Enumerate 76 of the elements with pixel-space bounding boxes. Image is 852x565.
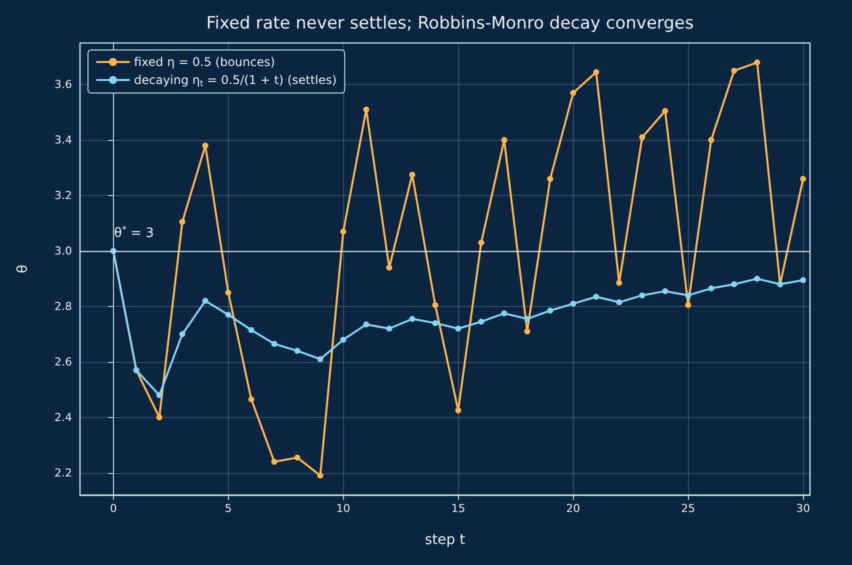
x-tick-label: 5 (224, 502, 232, 515)
x-tick-label: 30 (796, 502, 810, 515)
point (225, 290, 232, 296)
y-tick-label: 3.2 (54, 189, 72, 202)
point (363, 106, 370, 113)
legend-label: fixed η = 0.5 (bounces) (134, 55, 276, 69)
x-tick-label: 20 (566, 502, 580, 515)
point (708, 285, 714, 292)
point (708, 137, 714, 144)
y-tick-label: 2.2 (54, 466, 72, 480)
point (363, 321, 370, 328)
point (501, 137, 508, 144)
point (524, 328, 530, 334)
y-tick-label: 3.4 (54, 134, 72, 147)
point (731, 68, 738, 74)
chart-title: Fixed rate never settles; Robbins-Monro decay converges (206, 14, 694, 34)
point (662, 108, 668, 114)
point (340, 228, 346, 235)
point (501, 310, 508, 316)
y-tick-label: 2.4 (54, 410, 72, 424)
point (754, 276, 760, 282)
y-axis-title: θ (15, 264, 31, 274)
point (524, 316, 530, 322)
point (202, 142, 208, 149)
point (317, 472, 324, 479)
y-tick-label: 2.8 (54, 300, 72, 313)
x-tick-label: 15 (451, 502, 466, 515)
point (179, 218, 186, 225)
point (800, 176, 806, 182)
point (409, 172, 416, 178)
point (179, 331, 186, 338)
point (294, 454, 300, 461)
point (478, 240, 484, 246)
point (593, 294, 600, 300)
point (271, 458, 278, 465)
point (616, 299, 622, 306)
point (432, 320, 438, 326)
x-tick-label: 10 (336, 502, 350, 515)
point (225, 312, 232, 318)
point (754, 59, 760, 66)
x-axis-title: step t (424, 532, 466, 548)
y-tick-label: 2.6 (54, 355, 72, 368)
point (547, 176, 554, 182)
x-tick-label: 0 (110, 502, 117, 515)
point (202, 298, 208, 304)
point (271, 340, 278, 347)
point (248, 327, 254, 334)
point (800, 277, 806, 284)
y-tick-label: 3.0 (54, 244, 72, 258)
point (156, 392, 162, 398)
point (156, 414, 162, 420)
ref-line-label: θ* = 3 (114, 225, 154, 241)
point (639, 292, 646, 298)
point (432, 302, 438, 308)
point (294, 348, 300, 354)
x-tick-label: 25 (681, 502, 696, 515)
point (570, 90, 576, 96)
point (478, 318, 484, 325)
point (317, 356, 324, 362)
point (731, 281, 738, 288)
point (685, 302, 692, 308)
point (547, 308, 554, 314)
point (248, 396, 254, 402)
point (386, 326, 392, 332)
point (662, 288, 668, 294)
point (616, 280, 622, 286)
y-tick-label: 3.6 (54, 78, 72, 92)
point (340, 336, 346, 343)
point (455, 407, 462, 414)
point (570, 300, 576, 307)
point (593, 69, 600, 76)
point (409, 316, 416, 322)
point (455, 326, 462, 332)
point (685, 292, 692, 298)
point (386, 264, 392, 271)
point (639, 134, 646, 140)
